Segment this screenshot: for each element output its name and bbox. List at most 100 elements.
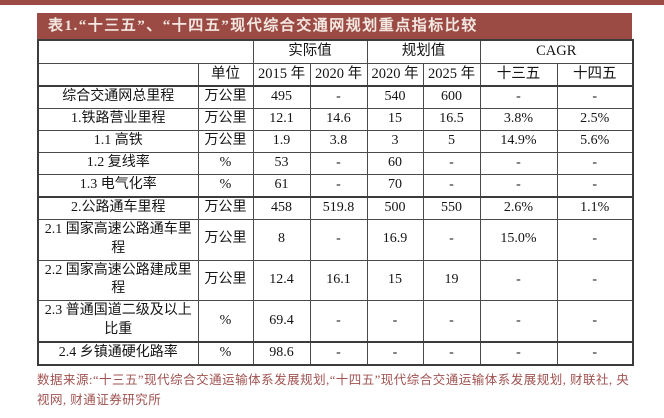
header-blank-cell bbox=[37, 39, 254, 64]
cell-value: 70 bbox=[366, 174, 424, 198]
cell-value: 2.6% bbox=[479, 195, 558, 220]
cell-value: 500 bbox=[366, 195, 424, 220]
cell-value: 2.5% bbox=[556, 108, 634, 132]
row-label: 2.4 乡镇通硬化路率 bbox=[37, 341, 199, 366]
cell-value: 3.8% bbox=[479, 108, 558, 132]
row-unit: 万公里 bbox=[197, 130, 254, 154]
cell-value: 15.0% bbox=[479, 218, 558, 261]
row-unit: % bbox=[197, 300, 254, 343]
cell-value: 16.1 bbox=[309, 259, 368, 302]
row-label: 2.3 普通国道二级及以上比重 bbox=[37, 300, 199, 343]
cell-value: 15 bbox=[366, 259, 424, 302]
row-label: 1.3 电气化率 bbox=[37, 174, 199, 198]
cell-value: 519.8 bbox=[309, 195, 368, 220]
cell-value: 600 bbox=[422, 85, 481, 110]
cell-value: - bbox=[479, 259, 558, 302]
cell-value: 1.1% bbox=[556, 195, 634, 220]
cell-value: 3.8 bbox=[309, 130, 368, 154]
cell-value: - bbox=[479, 152, 558, 176]
cell-value: - bbox=[556, 259, 634, 302]
cell-value: 14.9% bbox=[479, 130, 558, 154]
cell-value: 19 bbox=[422, 259, 481, 302]
row-label: 2.1 国家高速公路通车里程 bbox=[37, 218, 199, 261]
row-unit: 万公里 bbox=[197, 108, 254, 132]
cell-value: 3 bbox=[366, 130, 424, 154]
cell-value: 60 bbox=[366, 152, 424, 176]
cell-value: 98.6 bbox=[252, 341, 311, 366]
cell-value: 540 bbox=[366, 85, 424, 110]
header-group-row: 实际值 规划值 CAGR bbox=[37, 39, 634, 64]
header-year-2015: 2015 年 bbox=[252, 62, 311, 88]
cell-value: - bbox=[309, 341, 368, 366]
table-row: 1.3 电气化率 % 61 - 70 - - - bbox=[37, 174, 634, 198]
header-year-2020p: 2020 年 bbox=[366, 62, 424, 88]
header-year-2025: 2025 年 bbox=[422, 62, 481, 88]
table-row: 1.铁路营业里程 万公里 12.1 14.6 15 16.5 3.8% 2.5% bbox=[37, 108, 634, 132]
cell-value: 69.4 bbox=[252, 300, 311, 343]
cell-value: - bbox=[556, 341, 634, 366]
cell-value: - bbox=[309, 152, 368, 176]
row-label: 1.2 复线率 bbox=[37, 152, 199, 176]
cell-value: 8 bbox=[252, 218, 311, 261]
cell-value: 12.1 bbox=[252, 108, 311, 132]
cell-value: - bbox=[556, 85, 634, 110]
cell-value: - bbox=[422, 341, 481, 366]
cell-value: - bbox=[422, 174, 481, 198]
header-cagr-14th: 十四五 bbox=[556, 62, 634, 88]
cell-value: - bbox=[479, 341, 558, 366]
row-unit: 万公里 bbox=[197, 218, 254, 261]
cell-value: - bbox=[422, 218, 481, 261]
header-column-row: 单位 2015 年 2020 年 2020 年 2025 年 十三五 十四五 bbox=[37, 62, 634, 88]
cell-value: - bbox=[556, 300, 634, 343]
cell-value: - bbox=[309, 218, 368, 261]
header-indicator-cell bbox=[37, 62, 199, 88]
report-table-block: 表1.“十三五”、“十四五”现代综合交通网规划重点指标比较 实际值 规划值 CA… bbox=[37, 13, 635, 410]
cell-value: - bbox=[556, 218, 634, 261]
cell-value: - bbox=[422, 152, 481, 176]
cell-value: - bbox=[556, 152, 634, 176]
cell-value: 15 bbox=[366, 108, 424, 132]
header-group-planned: 规划值 bbox=[366, 39, 481, 64]
table-row: 2.4 乡镇通硬化路率 % 98.6 - - - - - bbox=[37, 341, 634, 366]
header-cagr-13th: 十三五 bbox=[479, 62, 558, 88]
cell-value: 458 bbox=[252, 195, 311, 220]
cell-value: 1.9 bbox=[252, 130, 311, 154]
table-row: 1.2 复线率 % 53 - 60 - - - bbox=[37, 152, 634, 176]
row-label: 综合交通网总里程 bbox=[37, 85, 199, 110]
row-unit: 万公里 bbox=[197, 259, 254, 302]
row-label: 1.铁路营业里程 bbox=[37, 108, 199, 132]
cell-value: 5.6% bbox=[556, 130, 634, 154]
row-label: 1.1 高铁 bbox=[37, 130, 199, 154]
cell-value: - bbox=[309, 300, 368, 343]
table-row: 2.2 国家高速公路建成里程 万公里 12.4 16.1 15 19 - - bbox=[37, 259, 634, 302]
table-row: 2.3 普通国道二级及以上比重 % 69.4 - - - - - bbox=[37, 300, 634, 343]
cell-value: 12.4 bbox=[252, 259, 311, 302]
cell-value: 495 bbox=[252, 85, 311, 110]
cell-value: - bbox=[366, 341, 424, 366]
cell-value: - bbox=[309, 85, 368, 110]
header-unit-cell: 单位 bbox=[197, 62, 254, 88]
cell-value: - bbox=[366, 300, 424, 343]
cell-value: - bbox=[556, 174, 634, 198]
cell-value: - bbox=[422, 300, 481, 343]
row-label: 2.2 国家高速公路建成里程 bbox=[37, 259, 199, 302]
cell-value: 61 bbox=[252, 174, 311, 198]
cell-value: 550 bbox=[422, 195, 481, 220]
table-row: 2.公路通车里程 万公里 458 519.8 500 550 2.6% 1.1% bbox=[37, 195, 634, 220]
cell-value: - bbox=[479, 300, 558, 343]
cell-value: 5 bbox=[422, 130, 481, 154]
row-unit: % bbox=[197, 174, 254, 198]
row-unit: % bbox=[197, 341, 254, 366]
row-unit: % bbox=[197, 152, 254, 176]
cell-value: - bbox=[479, 85, 558, 110]
row-label: 2.公路通车里程 bbox=[37, 195, 199, 220]
cell-value: 16.9 bbox=[366, 218, 424, 261]
table-row: 1.1 高铁 万公里 1.9 3.8 3 5 14.9% 5.6% bbox=[37, 130, 634, 154]
header-year-2020a: 2020 年 bbox=[309, 62, 368, 88]
cell-value: 53 bbox=[252, 152, 311, 176]
table-row: 综合交通网总里程 万公里 495 - 540 600 - - bbox=[37, 85, 634, 110]
data-source-note: 数据来源:“十三五”现代综合交通运输体系发展规划,“十四五”现代综合交通运输体系… bbox=[37, 373, 630, 408]
page-top-rule bbox=[0, 0, 664, 5]
cell-value: - bbox=[309, 174, 368, 198]
row-unit: 万公里 bbox=[197, 85, 254, 110]
